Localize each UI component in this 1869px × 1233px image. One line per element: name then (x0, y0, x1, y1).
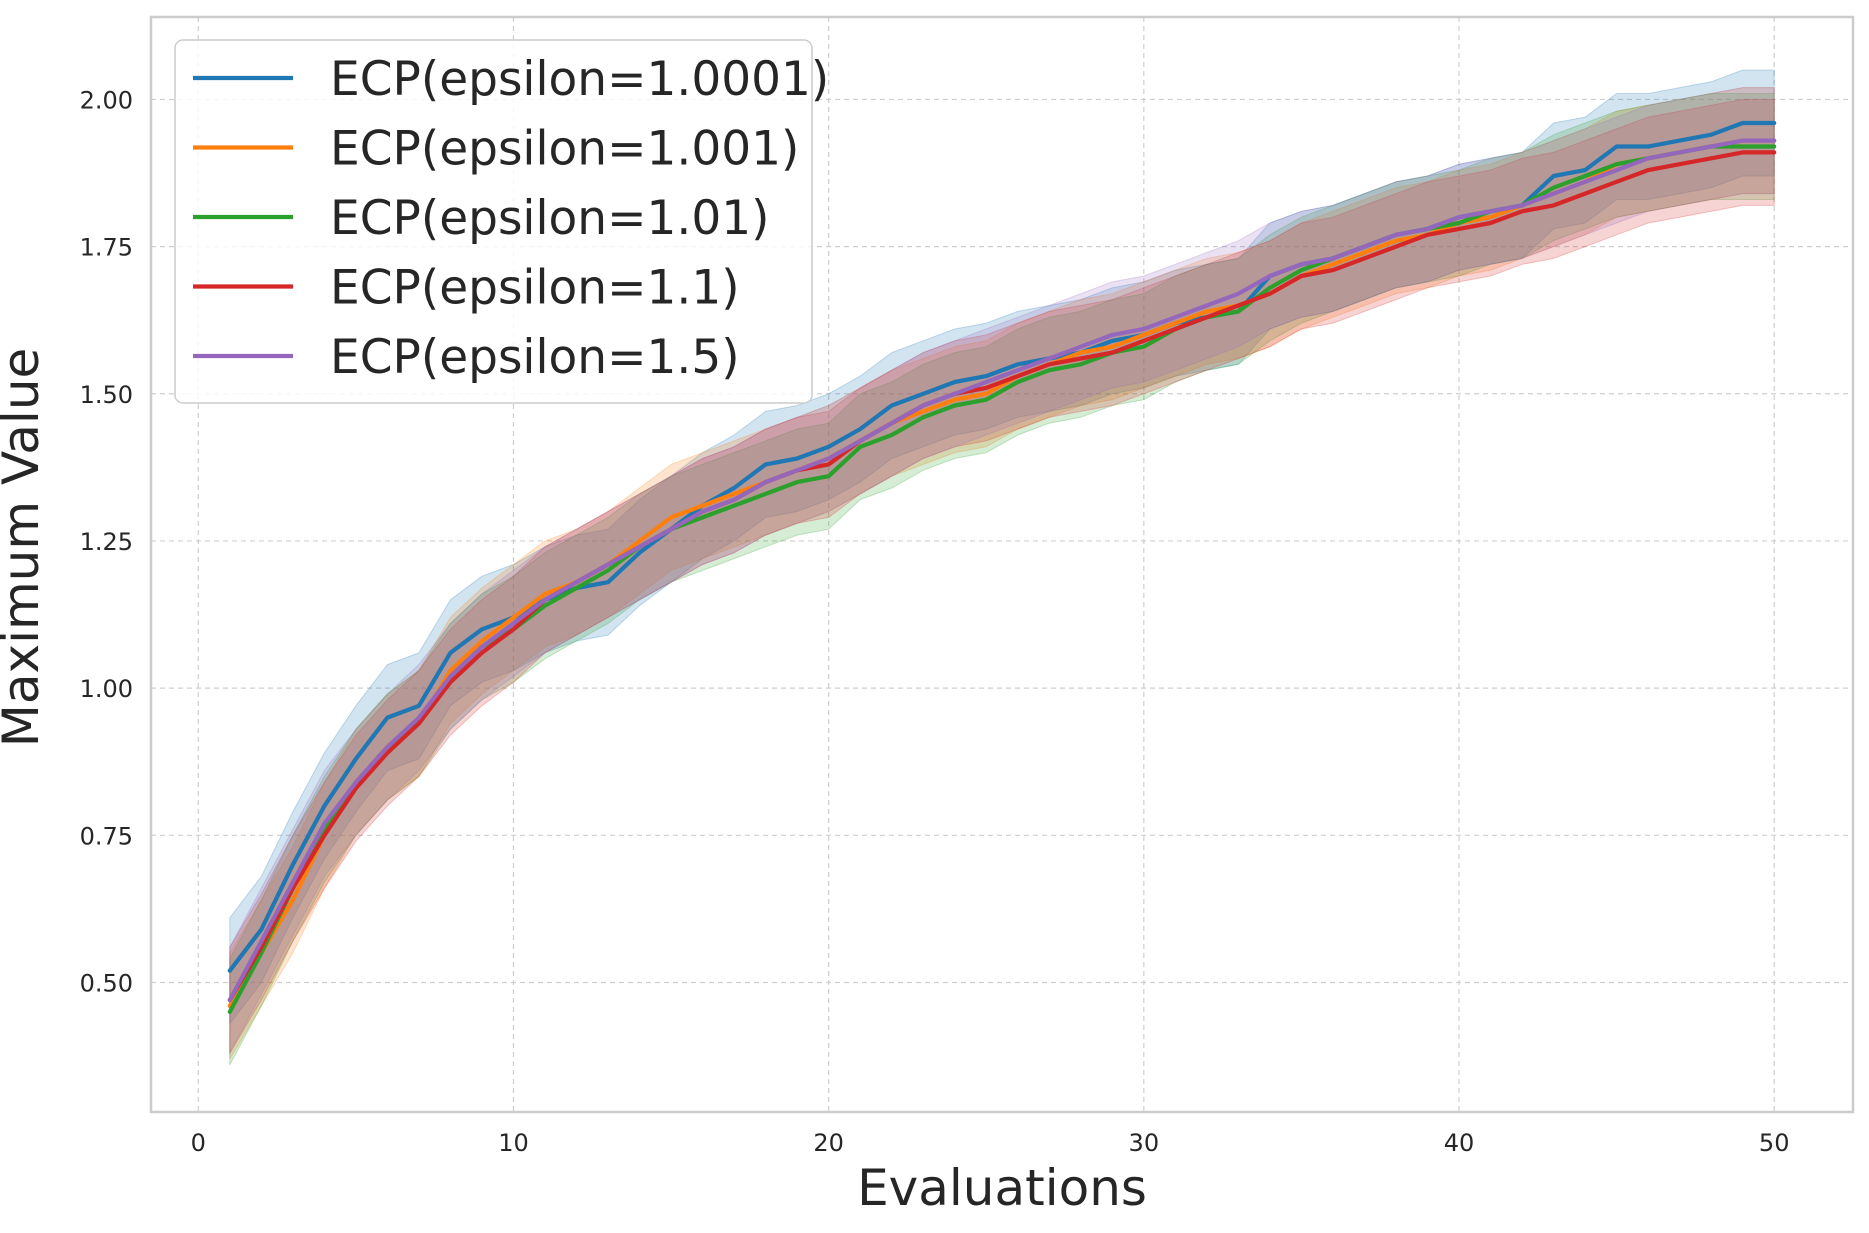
legend-label: ECP(epsilon=1.5) (330, 330, 740, 385)
x-tick-label: 30 (1129, 1129, 1160, 1157)
y-tick-label: 1.00 (80, 675, 133, 703)
x-tick-label: 0 (191, 1129, 206, 1157)
series-line (227, 138, 1777, 1003)
legend-box (174, 39, 813, 404)
confidence-band (229, 87, 1775, 1061)
y-tick-label: 1.50 (80, 381, 133, 409)
legend: ECP(epsilon=1.0001) ECP(epsilon=1.001) ECP… (174, 39, 829, 404)
y-tick-label: 1.75 (80, 234, 133, 262)
confidence-band (229, 98, 1775, 1055)
legend-label: ECP(epsilon=1.1) (330, 261, 740, 316)
y-tick-label: 0.75 (80, 822, 133, 850)
series-line (227, 150, 1777, 1003)
y-tick-label: 2.00 (80, 86, 133, 114)
y-tick-label: 0.50 (80, 969, 133, 997)
series-lines (227, 120, 1777, 1015)
x-tick-label: 20 (813, 1129, 844, 1157)
x-tick-label: 50 (1759, 1129, 1790, 1157)
legend-label: ECP(epsilon=1.0001) (330, 52, 829, 107)
plot-frame (149, 15, 1855, 1114)
x-axis-label: Evaluations (857, 1159, 1147, 1217)
legend-label: ECP(epsilon=1.001) (330, 122, 799, 177)
y-axis-ticks: 0.50 0.75 1.00 1.25 1.50 1.75 2.00 (80, 86, 133, 997)
confidence-band (229, 93, 1775, 1066)
x-axis-ticks: 0 10 20 30 40 50 (191, 1129, 1790, 1157)
x-tick-label: 10 (498, 1129, 529, 1157)
legend-label: ECP(epsilon=1.01) (330, 191, 769, 246)
y-axis-label: Maximum Value (0, 348, 50, 748)
y-tick-label: 1.25 (80, 528, 133, 556)
x-tick-label: 40 (1444, 1129, 1475, 1157)
confidence-band (229, 87, 1775, 1054)
